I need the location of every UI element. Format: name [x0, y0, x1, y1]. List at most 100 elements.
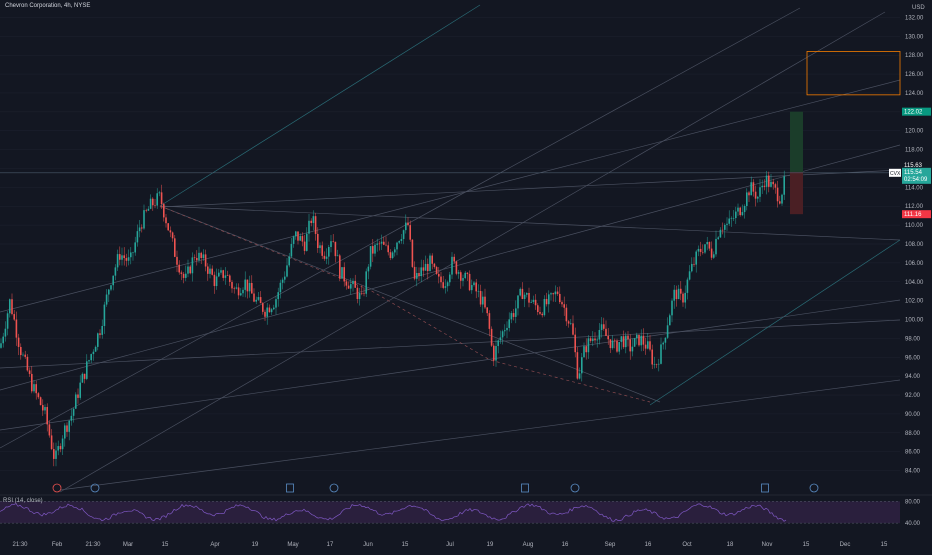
candle-body: [292, 236, 295, 244]
candle-body: [515, 308, 517, 317]
dashed-trend: [159, 205, 651, 403]
candle-body: [556, 291, 559, 294]
candle-body: [334, 241, 337, 257]
candle-body: [779, 201, 781, 204]
candle-body: [548, 294, 550, 305]
candle-body: [306, 233, 308, 251]
price-tick-label: 118.00: [905, 148, 924, 154]
trend-line: [0, 319, 901, 369]
price-tick-label: 100.00: [905, 318, 924, 324]
price-tick-label: 112.00: [905, 204, 924, 210]
candle-body: [768, 175, 770, 187]
candle-body: [649, 341, 651, 350]
candle-body: [633, 338, 636, 347]
candle-body: [499, 337, 502, 341]
candle-body: [508, 319, 510, 328]
candle-body: [433, 263, 436, 267]
candle-body: [424, 263, 427, 271]
candle-body: [242, 289, 244, 294]
candle-body: [70, 415, 73, 421]
candle-body: [347, 285, 350, 289]
candle-body: [565, 307, 568, 322]
candle-body: [33, 384, 35, 392]
dividend-icon: [52, 483, 62, 493]
candle-body: [361, 292, 363, 294]
candle-body: [708, 242, 711, 249]
candle-body: [185, 273, 187, 278]
candle-body: [662, 342, 664, 345]
candle-body: [380, 241, 383, 244]
candle-body: [374, 244, 376, 254]
candle-body: [704, 244, 706, 253]
candle-body: [369, 246, 372, 267]
candle-body: [578, 373, 581, 379]
candle-body: [673, 289, 675, 301]
candle-body: [132, 252, 134, 254]
earnings-icon: [761, 483, 769, 493]
stop-zone: [790, 171, 803, 215]
candle-body: [378, 243, 381, 245]
price-tick-label: 90.00: [905, 412, 921, 418]
candle-body: [94, 346, 97, 352]
candle-body: [169, 230, 172, 233]
candle-body: [691, 263, 693, 272]
current-price-bg: [902, 167, 931, 184]
candle-body: [209, 268, 211, 274]
candle-body: [532, 299, 535, 302]
dividend-icon: [809, 483, 819, 493]
candle-body: [543, 298, 546, 316]
candle-body: [477, 290, 480, 292]
trend-line: [649, 239, 901, 406]
candle-body: [251, 282, 253, 294]
candle-body: [587, 338, 590, 353]
trend-line: [159, 4, 481, 207]
candle-body: [651, 349, 653, 365]
trend-line: [159, 205, 901, 241]
candle-body: [224, 275, 227, 278]
candle-body: [783, 176, 785, 195]
candle-body: [429, 255, 431, 272]
candle-body: [92, 351, 95, 355]
candle-body: [178, 264, 180, 273]
candle-body: [6, 313, 9, 329]
candle-body: [420, 267, 422, 277]
candle-body: [367, 266, 370, 272]
candle-body: [490, 328, 493, 346]
candle-body: [385, 244, 387, 246]
candle-body: [644, 344, 647, 349]
candle-body: [471, 285, 473, 291]
candle-body: [365, 271, 367, 294]
trend-line: [159, 169, 901, 208]
candle-body: [655, 364, 658, 365]
candle-body: [554, 291, 557, 295]
candle-body: [526, 292, 528, 295]
trend-line: [0, 7, 801, 449]
candle-body: [288, 256, 290, 266]
candle-body: [770, 181, 772, 187]
candle-body: [284, 276, 286, 280]
candle-body: [182, 273, 185, 278]
price-tick-label: 86.00: [905, 450, 921, 456]
candle-body: [59, 446, 62, 450]
candle-body: [121, 255, 123, 260]
trend-line: [0, 79, 901, 313]
candle-body: [510, 313, 513, 320]
time-tick-label: Jul: [446, 542, 454, 548]
candle-body: [138, 227, 141, 232]
candle-body: [739, 207, 741, 216]
time-tick-label: 16: [645, 542, 652, 548]
candle-body: [521, 288, 524, 299]
candle-body: [308, 220, 310, 234]
candle-body: [22, 354, 24, 356]
candle-body: [636, 334, 638, 339]
candle-body: [653, 364, 656, 365]
candle-body: [152, 198, 154, 206]
candle-body: [125, 258, 128, 261]
time-tick-label: 19: [252, 542, 259, 548]
price-tick-label: 104.00: [905, 280, 924, 286]
candle-body: [438, 273, 440, 277]
candle-body: [539, 312, 541, 314]
candle-body: [103, 304, 106, 327]
